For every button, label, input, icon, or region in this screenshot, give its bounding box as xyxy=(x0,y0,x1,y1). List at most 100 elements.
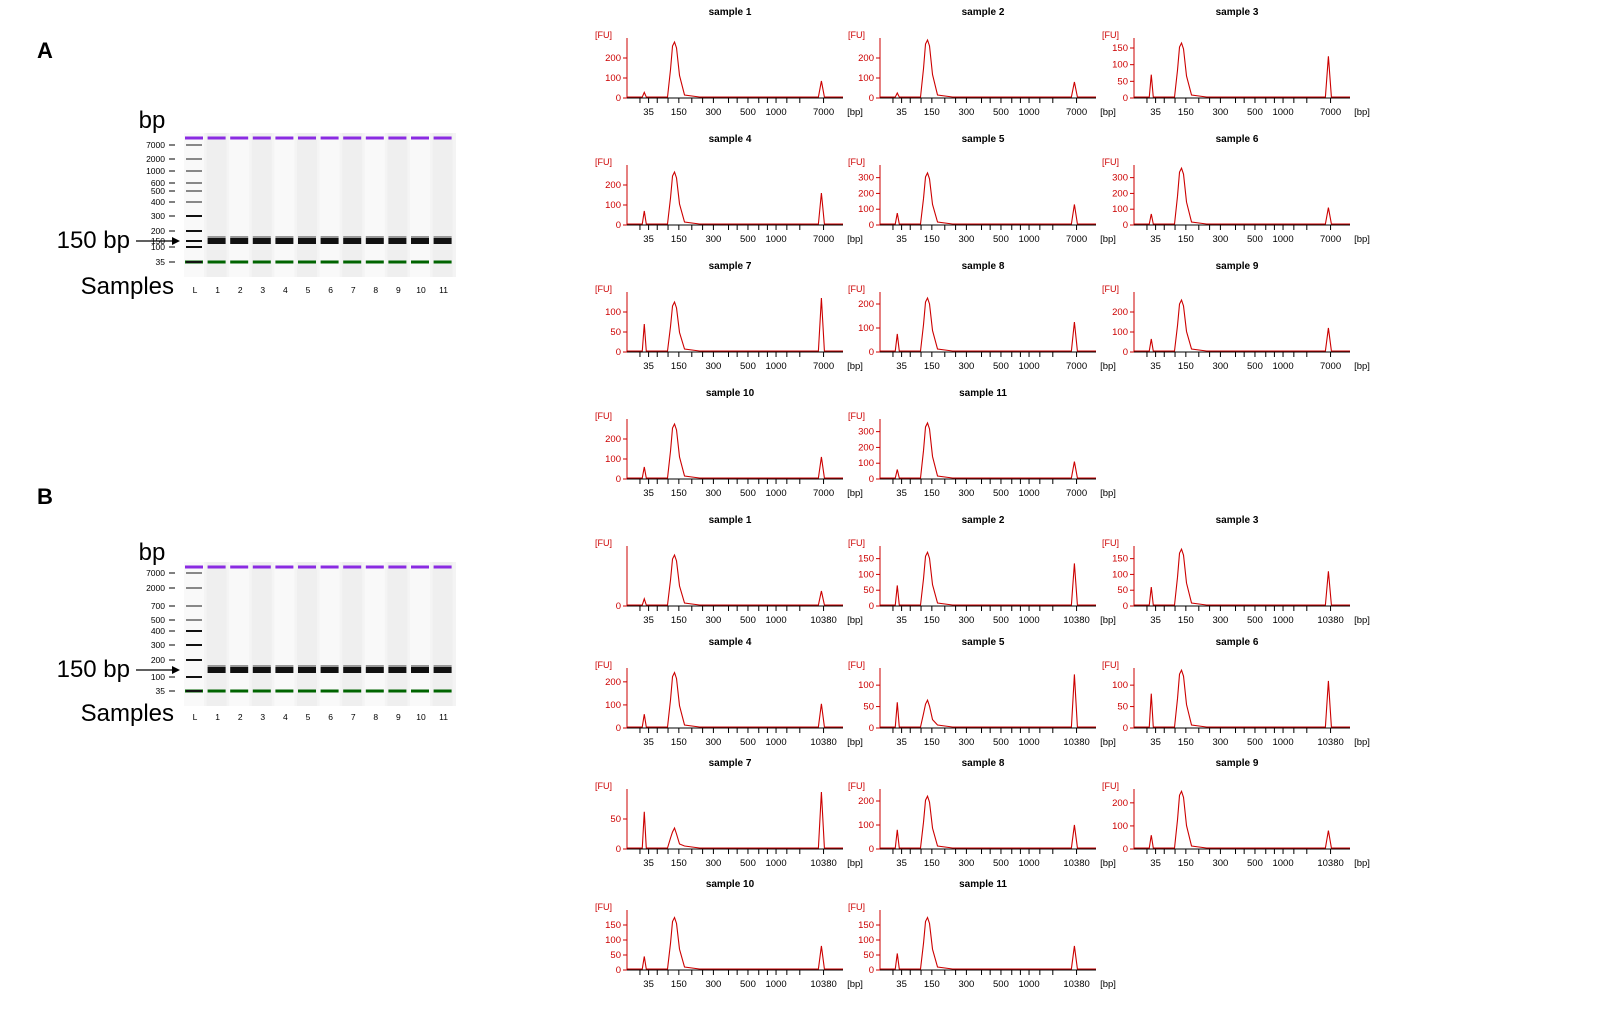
x-tick-label: 300 xyxy=(1212,361,1228,372)
x-unit-label: [bp] xyxy=(1100,234,1116,245)
lower-marker-band xyxy=(433,260,452,264)
trace-line xyxy=(880,916,1096,970)
x-tick-label: 150 xyxy=(671,361,687,372)
x-tick-label: 150 xyxy=(1178,858,1194,869)
sample-title: sample 11 xyxy=(959,879,1007,890)
x-tick-label: 150 xyxy=(924,615,940,626)
ladder-band xyxy=(186,240,202,242)
sample-band xyxy=(298,238,316,244)
y-tick-label: 100 xyxy=(858,820,874,831)
x-tick-label: 150 xyxy=(1178,737,1194,748)
upper-marker-band xyxy=(275,565,294,569)
sample-band-smear xyxy=(343,665,362,667)
gel-bp-tick-label: 1000 xyxy=(146,166,165,176)
gel-lane-3 xyxy=(251,133,272,277)
gel-lane-label: 2 xyxy=(238,712,243,722)
upper-marker-band xyxy=(365,565,384,569)
electropherogram-a-sample-10: sample 10 [FU] 0 100 200 35 150 300 500 1000 7000 [… xyxy=(595,388,863,499)
gel-bp-tick-label: 2000 xyxy=(146,583,165,593)
x-unit-label: [bp] xyxy=(1354,107,1370,118)
upper-marker-band xyxy=(275,136,294,140)
lower-marker-band xyxy=(320,689,339,693)
x-tick-label: 150 xyxy=(1178,361,1194,372)
y-tick-label: 200 xyxy=(605,677,621,688)
x-tick-label: 35 xyxy=(1150,737,1161,748)
sample-band-smear xyxy=(343,236,362,238)
x-tick-label: 1000 xyxy=(765,361,786,372)
sample-band xyxy=(411,667,429,673)
sample-band-smear xyxy=(207,236,226,238)
x-tick-label: 1000 xyxy=(1018,858,1039,869)
sample-band xyxy=(388,667,407,673)
gel-lane-11 xyxy=(432,133,453,277)
gel-lane-label: 9 xyxy=(396,285,401,295)
ladder-band xyxy=(186,605,202,607)
y-tick-label: 0 xyxy=(616,220,621,231)
gel-lane-8 xyxy=(364,133,385,277)
x-tick-label: 500 xyxy=(740,488,756,499)
x-tick-label: 1000 xyxy=(1272,615,1293,626)
y-unit-label: [FU] xyxy=(595,157,612,167)
x-unit-label: [bp] xyxy=(1354,361,1370,372)
y-tick-label: 200 xyxy=(858,442,874,453)
y-tick-label: 100 xyxy=(858,73,874,84)
trace-line xyxy=(880,674,1096,728)
x-tick-label: 35 xyxy=(896,107,907,118)
x-tick-label: 150 xyxy=(1178,615,1194,626)
y-unit-label: [FU] xyxy=(595,284,612,294)
x-tick-label: 150 xyxy=(1178,234,1194,245)
y-tick-label: 200 xyxy=(1112,798,1128,809)
upper-marker-band xyxy=(433,565,452,569)
x-tick-label: 1000 xyxy=(765,615,786,626)
gel-150bp-label: 150 bp xyxy=(57,656,130,683)
sample-band-smear xyxy=(207,665,226,667)
y-unit-label: [FU] xyxy=(1102,30,1119,40)
x-tick-label: 300 xyxy=(958,488,974,499)
x-tick-label: 300 xyxy=(958,361,974,372)
x-tick-label: 300 xyxy=(705,858,721,869)
x-tick-label: 1000 xyxy=(765,234,786,245)
gel-lane-6 xyxy=(319,562,340,706)
y-unit-label: [FU] xyxy=(848,781,865,791)
x-tick-label: 1000 xyxy=(765,107,786,118)
ladder-band xyxy=(186,190,202,192)
trace-line xyxy=(880,171,1096,225)
lower-marker-band xyxy=(207,260,226,264)
x-tick-label: 10380 xyxy=(810,979,836,990)
ladder-band xyxy=(186,690,202,692)
electropherogram-a-sample-8: sample 8 [FU] 0 100 200 35 150 300 500 1000 7000 [b… xyxy=(848,261,1116,372)
x-tick-label: 300 xyxy=(705,107,721,118)
sample-title: sample 10 xyxy=(706,388,755,399)
trace-line xyxy=(1134,166,1350,225)
x-tick-label: 7000 xyxy=(1066,234,1087,245)
y-unit-label: [FU] xyxy=(595,538,612,548)
ladder-band xyxy=(186,619,202,621)
gel-lane-8 xyxy=(364,562,385,706)
upper-marker-band xyxy=(230,565,249,569)
gel-lane-label: 5 xyxy=(306,285,311,295)
x-tick-label: 10380 xyxy=(810,615,836,626)
ladder-band xyxy=(186,676,202,678)
x-tick-label: 150 xyxy=(924,488,940,499)
upper-marker-band xyxy=(320,136,339,140)
x-tick-label: 35 xyxy=(1150,234,1161,245)
ladder-band xyxy=(186,587,202,589)
gel-lane-L xyxy=(184,562,204,706)
gel-arrow-head xyxy=(172,237,180,245)
y-tick-label: 0 xyxy=(869,93,874,104)
x-tick-label: 500 xyxy=(993,737,1009,748)
y-tick-label: 100 xyxy=(858,323,874,334)
gel-lane-3 xyxy=(251,562,272,706)
trace-line xyxy=(880,38,1096,98)
x-tick-label: 150 xyxy=(671,979,687,990)
y-tick-label: 50 xyxy=(1117,585,1128,596)
electropherogram-b-sample-7: sample 7 [FU] 0 50 35 150 300 500 1000 10380 [bp] xyxy=(595,758,863,869)
x-unit-label: [bp] xyxy=(1354,737,1370,748)
electropherogram-b-sample-4: sample 4 [FU] 0 100 200 35 150 300 500 1000 10380 [… xyxy=(595,637,863,748)
x-tick-label: 1000 xyxy=(765,737,786,748)
y-tick-label: 0 xyxy=(869,347,874,358)
y-unit-label: [FU] xyxy=(595,660,612,670)
sample-band xyxy=(411,238,429,244)
y-tick-label: 0 xyxy=(616,965,621,976)
sample-title: sample 2 xyxy=(962,7,1005,18)
